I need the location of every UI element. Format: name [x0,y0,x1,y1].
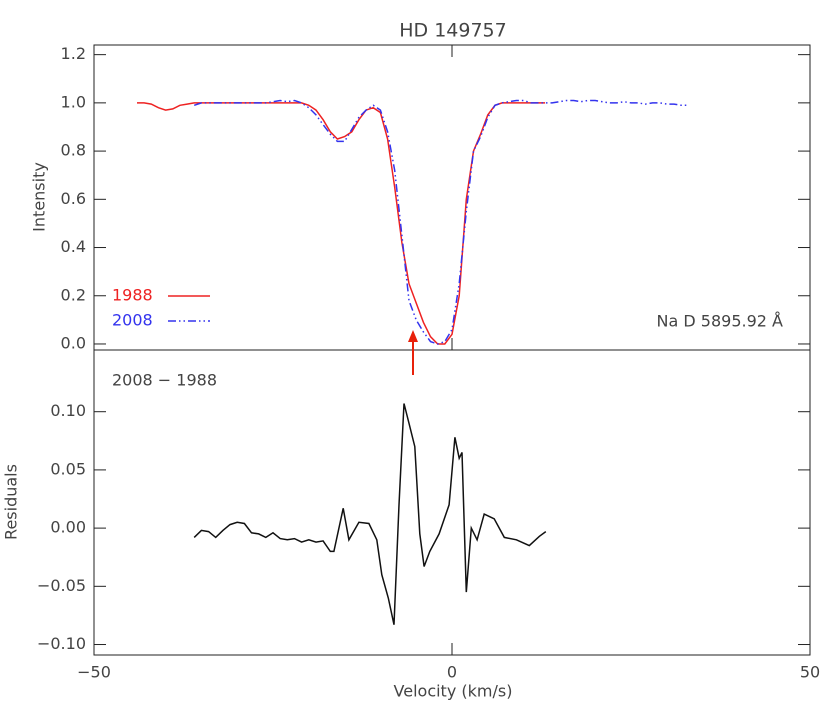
y-tick-label: 0.6 [61,189,86,208]
annotation: Na D 5895.92 Å [657,312,784,331]
y-axis-label: Intensity [30,162,49,232]
y-tick-label: 0.10 [50,401,86,420]
y-tick-label: 1.2 [61,44,86,63]
top-frame [93,44,811,351]
legend-label: 2008 [112,311,153,330]
bottom-frame [93,349,811,656]
y-tick-label: 0.05 [50,459,86,478]
y-tick-label: 0.00 [50,518,86,537]
y-tick-label: −0.10 [37,634,86,653]
x-tick-label: 0 [447,663,457,682]
y-tick-label: 1.0 [61,92,86,111]
chart-title: HD 149757 [399,20,507,42]
arrow [408,330,418,375]
legend-label: 1988 [112,286,153,305]
y-axis-label: Residuals [2,464,21,540]
data-line [193,99,689,345]
y-tick-label: 0.0 [61,333,86,352]
data-line [137,102,546,345]
x-tick-label: −50 [77,663,111,682]
y-tick-label: 0.2 [61,285,86,304]
x-tick-label: 50 [800,663,820,682]
annotation: 2008 − 1988 [112,371,217,390]
data-line [193,403,547,625]
y-tick-label: 0.4 [61,237,86,256]
x-axis-label: Velocity (km/s) [394,682,513,701]
y-tick-label: −0.05 [37,576,86,595]
y-tick-label: 0.8 [61,141,86,160]
